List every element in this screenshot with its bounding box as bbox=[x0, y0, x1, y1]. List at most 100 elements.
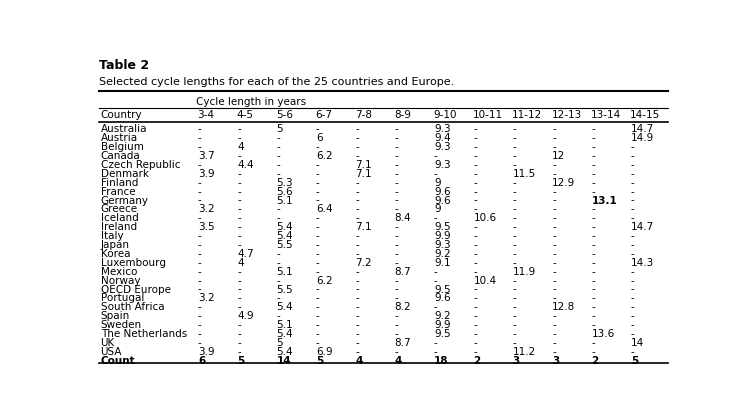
Text: -: - bbox=[355, 240, 359, 250]
Text: -: - bbox=[198, 195, 201, 206]
Text: OECD Europe: OECD Europe bbox=[100, 285, 171, 294]
Text: -: - bbox=[473, 294, 477, 304]
Text: -: - bbox=[276, 258, 280, 268]
Text: -: - bbox=[198, 133, 201, 143]
Text: -: - bbox=[316, 294, 320, 304]
Text: 6.2: 6.2 bbox=[316, 151, 333, 161]
Text: Finland: Finland bbox=[100, 178, 138, 188]
Text: 12: 12 bbox=[552, 151, 565, 161]
Text: -: - bbox=[552, 142, 556, 152]
Text: -: - bbox=[592, 151, 595, 161]
Text: -: - bbox=[473, 231, 477, 241]
Text: -: - bbox=[395, 187, 398, 197]
Text: -: - bbox=[512, 187, 516, 197]
Text: -: - bbox=[473, 258, 477, 268]
Text: -: - bbox=[473, 338, 477, 348]
Text: -: - bbox=[237, 195, 241, 206]
Text: -: - bbox=[631, 320, 634, 330]
Text: -: - bbox=[355, 347, 359, 357]
Text: -: - bbox=[355, 124, 359, 134]
Text: -: - bbox=[592, 302, 595, 312]
Text: 5.6: 5.6 bbox=[276, 187, 294, 197]
Text: -: - bbox=[592, 187, 595, 197]
Text: Count: Count bbox=[100, 356, 136, 366]
Text: -: - bbox=[552, 204, 556, 214]
Text: -: - bbox=[355, 338, 359, 348]
Text: 12.9: 12.9 bbox=[552, 178, 575, 188]
Text: 5: 5 bbox=[316, 356, 324, 366]
Text: -: - bbox=[316, 222, 320, 232]
Text: The Netherlands: The Netherlands bbox=[100, 329, 187, 339]
Text: 9.6: 9.6 bbox=[434, 187, 451, 197]
Text: -: - bbox=[473, 160, 477, 170]
Text: -: - bbox=[631, 249, 634, 259]
Text: 9.4: 9.4 bbox=[434, 133, 451, 143]
Text: 6.2: 6.2 bbox=[316, 275, 333, 286]
Text: Portugal: Portugal bbox=[100, 294, 144, 304]
Text: -: - bbox=[395, 347, 398, 357]
Text: -: - bbox=[198, 160, 201, 170]
Text: -: - bbox=[552, 231, 556, 241]
Text: 13-14: 13-14 bbox=[591, 110, 621, 120]
Text: Mexico: Mexico bbox=[100, 267, 137, 277]
Text: -: - bbox=[237, 338, 241, 348]
Text: Austria: Austria bbox=[100, 133, 138, 143]
Text: -: - bbox=[198, 124, 201, 134]
Text: -: - bbox=[552, 285, 556, 294]
Text: Ireland: Ireland bbox=[100, 222, 137, 232]
Text: -: - bbox=[395, 275, 398, 286]
Text: -: - bbox=[237, 320, 241, 330]
Text: 11.2: 11.2 bbox=[512, 347, 536, 357]
Text: -: - bbox=[237, 169, 241, 179]
Text: 5.5: 5.5 bbox=[276, 285, 294, 294]
Text: -: - bbox=[198, 338, 201, 348]
Text: -: - bbox=[316, 258, 320, 268]
Text: 5.4: 5.4 bbox=[276, 329, 294, 339]
Text: -: - bbox=[512, 285, 516, 294]
Text: 6: 6 bbox=[198, 356, 205, 366]
Text: Selected cycle lengths for each of the 25 countries and Europe.: Selected cycle lengths for each of the 2… bbox=[100, 76, 455, 87]
Text: 3.7: 3.7 bbox=[198, 151, 214, 161]
Text: -: - bbox=[512, 320, 516, 330]
Text: 3.2: 3.2 bbox=[198, 204, 214, 214]
Text: -: - bbox=[395, 329, 398, 339]
Text: -: - bbox=[631, 302, 634, 312]
Text: -: - bbox=[512, 249, 516, 259]
Text: -: - bbox=[473, 187, 477, 197]
Text: -: - bbox=[276, 204, 280, 214]
Text: -: - bbox=[512, 204, 516, 214]
Text: -: - bbox=[237, 285, 241, 294]
Text: 6: 6 bbox=[316, 133, 323, 143]
Text: 5: 5 bbox=[237, 356, 245, 366]
Text: -: - bbox=[198, 187, 201, 197]
Text: -: - bbox=[592, 347, 595, 357]
Text: Italy: Italy bbox=[100, 231, 124, 241]
Text: -: - bbox=[355, 294, 359, 304]
Text: 12.8: 12.8 bbox=[552, 302, 575, 312]
Text: -: - bbox=[473, 169, 477, 179]
Text: 2: 2 bbox=[592, 356, 598, 366]
Text: -: - bbox=[512, 133, 516, 143]
Text: Norway: Norway bbox=[100, 275, 140, 286]
Text: 2: 2 bbox=[473, 356, 481, 366]
Text: -: - bbox=[395, 133, 398, 143]
Text: -: - bbox=[552, 195, 556, 206]
Text: -: - bbox=[316, 267, 320, 277]
Text: 8.7: 8.7 bbox=[395, 338, 411, 348]
Text: 9.6: 9.6 bbox=[434, 294, 451, 304]
Text: -: - bbox=[592, 222, 595, 232]
Text: -: - bbox=[592, 169, 595, 179]
Text: -: - bbox=[276, 214, 280, 223]
Text: 9.2: 9.2 bbox=[434, 249, 451, 259]
Text: Belgium: Belgium bbox=[100, 142, 144, 152]
Text: 9.3: 9.3 bbox=[434, 240, 451, 250]
Text: Iceland: Iceland bbox=[100, 214, 139, 223]
Text: -: - bbox=[631, 240, 634, 250]
Text: -: - bbox=[395, 160, 398, 170]
Text: -: - bbox=[355, 204, 359, 214]
Text: 8-9: 8-9 bbox=[394, 110, 411, 120]
Text: 5.1: 5.1 bbox=[276, 267, 294, 277]
Text: -: - bbox=[198, 214, 201, 223]
Text: -: - bbox=[237, 347, 241, 357]
Text: 5.1: 5.1 bbox=[276, 195, 294, 206]
